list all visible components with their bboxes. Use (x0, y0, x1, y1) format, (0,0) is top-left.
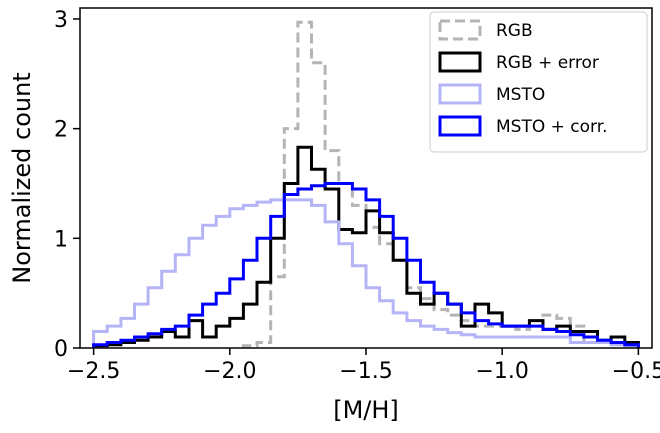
legend-label: RGB (496, 21, 533, 41)
legend-swatch (438, 115, 482, 137)
legend-label: RGB + error (496, 53, 599, 73)
x-tick-label: −1.0 (475, 359, 528, 384)
legend-swatch (438, 51, 482, 73)
y-tick-label: 1 (54, 227, 68, 252)
y-tick-label: 3 (54, 8, 68, 33)
legend-box (429, 11, 648, 153)
legend-swatch (438, 19, 482, 41)
x-tick-label: −1.5 (339, 359, 392, 384)
legend-swatch (438, 83, 482, 105)
legend: RGB RGB + error MSTO MSTO + corr. (429, 11, 648, 153)
legend-label: MSTO + corr. (496, 117, 608, 137)
histogram-series-3 (92, 182, 640, 348)
y-tick-label: 0 (54, 337, 68, 362)
legend-label: MSTO (496, 85, 545, 105)
y-tick-label: 2 (54, 118, 68, 143)
x-axis-ticks: −2.5 −2.0 −1.5 −1.0 −0.5 (67, 348, 660, 384)
y-axis-label: Normalized count (8, 72, 36, 283)
histogram-series-2 (92, 198, 640, 348)
y-axis-ticks: 0 1 2 3 (54, 8, 80, 362)
plot-area (92, 20, 640, 348)
x-tick-label: −0.5 (612, 359, 660, 384)
x-axis-label: [M/H] (333, 396, 399, 424)
x-tick-label: −2.5 (67, 359, 120, 384)
x-tick-label: −2.0 (203, 359, 256, 384)
